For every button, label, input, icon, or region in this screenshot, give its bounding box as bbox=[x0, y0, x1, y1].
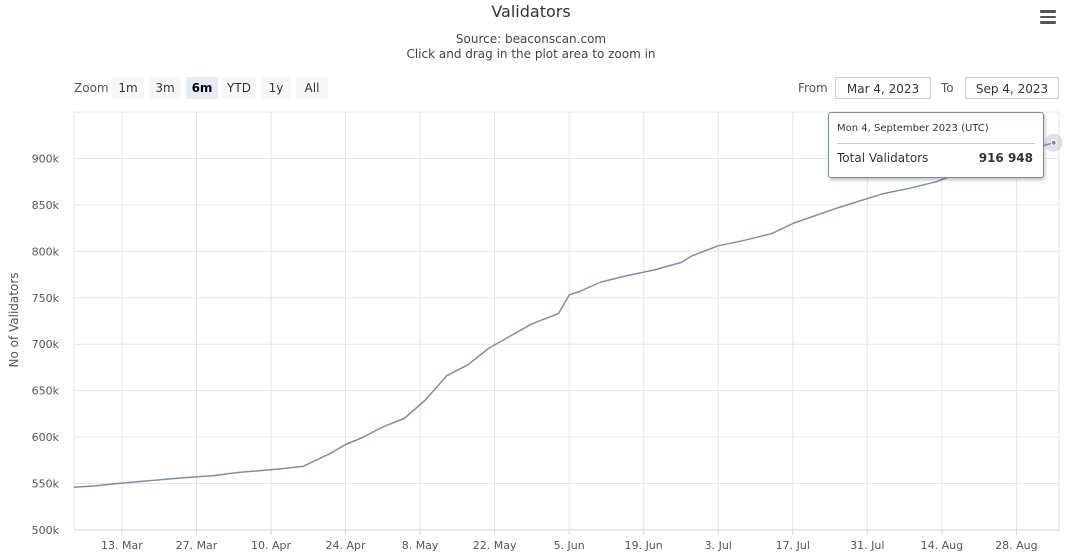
hamburger-menu-icon[interactable] bbox=[1036, 6, 1058, 28]
series-line-total-validators bbox=[73, 141, 1054, 489]
y-tick-label: 750k bbox=[32, 292, 60, 305]
zoom-button-ytd[interactable]: YTD bbox=[222, 77, 256, 99]
chart-title: Validators bbox=[491, 2, 571, 21]
y-tick-label: 550k bbox=[32, 478, 60, 491]
tooltip-series-name: Total Validators bbox=[837, 151, 929, 165]
x-tick-label: 3. Jul bbox=[705, 539, 732, 552]
tooltip-date: Mon 4, September 2023 (UTC) bbox=[837, 123, 989, 134]
x-tick-label: 5. Jun bbox=[554, 539, 585, 552]
x-tick-label: 28. Aug bbox=[995, 539, 1037, 552]
zoom-button-1y[interactable]: 1y bbox=[261, 77, 291, 99]
x-tick-label: 22. May bbox=[473, 539, 517, 552]
x-tick-label: 24. Apr bbox=[326, 539, 366, 552]
to-label: To bbox=[941, 81, 954, 95]
zoom-button-1m[interactable]: 1m bbox=[112, 77, 144, 99]
zoom-button-3m[interactable]: 3m bbox=[149, 77, 181, 99]
to-date-input[interactable]: Sep 4, 2023 bbox=[965, 77, 1059, 99]
from-date-input[interactable]: Mar 4, 2023 bbox=[835, 77, 931, 99]
x-tick-label: 14. Aug bbox=[921, 539, 963, 552]
y-axis-label: No of Validators bbox=[7, 272, 21, 367]
tooltip-value: 916 948 bbox=[978, 151, 1033, 165]
x-tick-label: 13. Mar bbox=[101, 539, 143, 552]
y-tick-label: 850k bbox=[32, 199, 60, 212]
data-tooltip: Mon 4, September 2023 (UTC) Total Valida… bbox=[828, 112, 1044, 178]
zoom-button-6m[interactable]: 6m bbox=[186, 77, 218, 99]
y-tick-label: 650k bbox=[32, 385, 60, 398]
y-tick-label: 800k bbox=[32, 245, 60, 258]
hover-point bbox=[1050, 139, 1057, 146]
y-tick-label: 900k bbox=[32, 152, 60, 165]
tooltip-divider bbox=[837, 143, 1035, 144]
y-tick-label: 700k bbox=[32, 338, 60, 351]
y-tick-label: 600k bbox=[32, 431, 60, 444]
zoom-button-all[interactable]: All bbox=[296, 77, 328, 99]
x-tick-label: 10. Apr bbox=[251, 539, 291, 552]
y-tick-label: 500k bbox=[32, 524, 60, 537]
chart-subtitle-hint: Click and drag in the plot area to zoom … bbox=[406, 47, 656, 61]
x-tick-label: 8. May bbox=[402, 539, 439, 552]
chart-subtitle-source: Source: beaconscan.com bbox=[455, 32, 607, 46]
x-tick-label: 17. Jul bbox=[776, 539, 810, 552]
x-tick-label: 27. Mar bbox=[176, 539, 218, 552]
x-tick-label: 19. Jun bbox=[625, 539, 663, 552]
x-tick-label: 31. Jul bbox=[850, 539, 884, 552]
zoom-label: Zoom bbox=[74, 81, 109, 95]
from-label: From bbox=[798, 81, 828, 95]
